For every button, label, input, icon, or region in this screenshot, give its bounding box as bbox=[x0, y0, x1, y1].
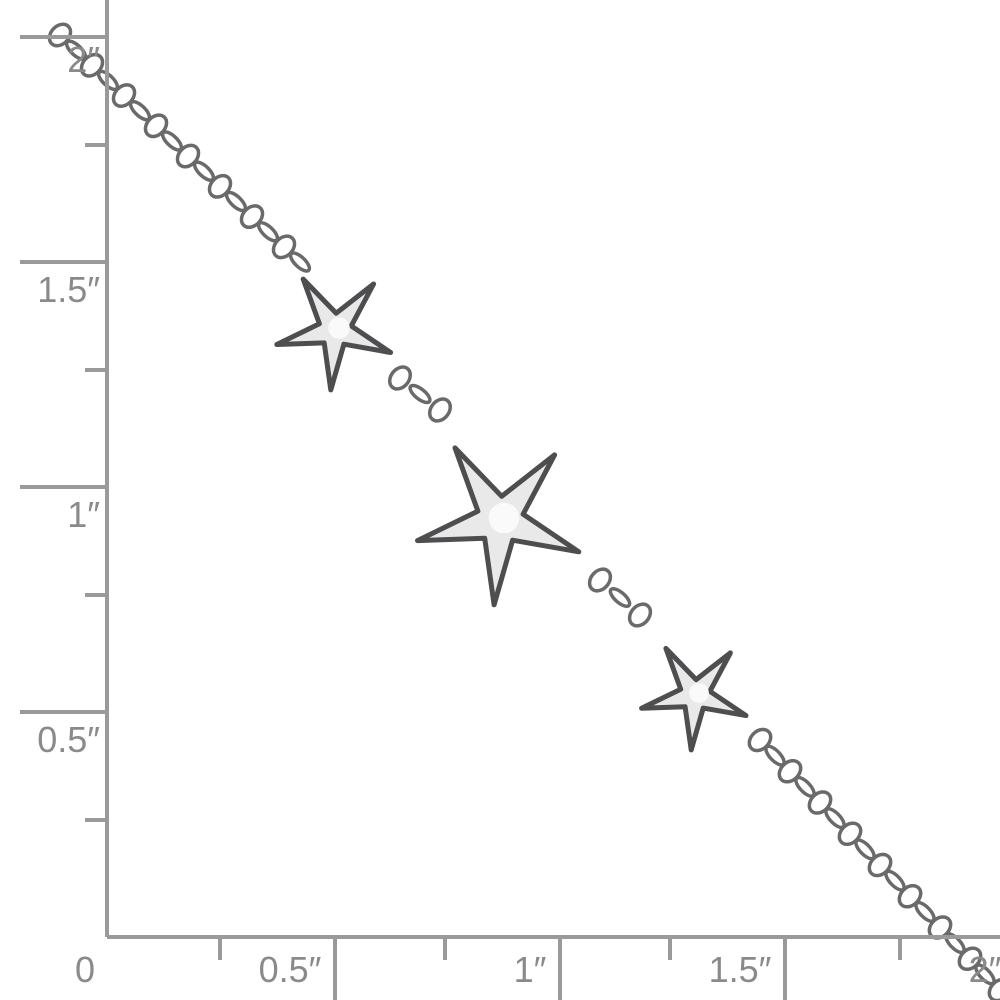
ruler-label: 1″ bbox=[67, 494, 100, 535]
starfish-highlight bbox=[689, 683, 709, 703]
starfish-highlight bbox=[328, 317, 350, 339]
ruler-label: 0.5″ bbox=[37, 719, 100, 760]
chain-link bbox=[387, 365, 413, 391]
ruler-label: 2″ bbox=[969, 949, 1000, 990]
chain-link bbox=[408, 383, 432, 405]
chain-link bbox=[627, 602, 653, 628]
ruler-label: 2″ bbox=[67, 39, 100, 80]
starfish-highlight bbox=[488, 502, 520, 534]
starfish-charms bbox=[274, 276, 749, 753]
bracelet-chain bbox=[47, 22, 1000, 1000]
chain-link bbox=[427, 397, 453, 423]
ruler: 2″ 1.5″ 1″ 0.5″ 0 0.5″ 1″ 1.5″ 2″ bbox=[20, 0, 1000, 1000]
ruler-label: 0.5″ bbox=[259, 949, 322, 990]
chain-link bbox=[987, 977, 1000, 1000]
chain-link bbox=[608, 586, 632, 609]
ruler-label: 1″ bbox=[514, 949, 547, 990]
ruler-label: 0 bbox=[75, 949, 95, 990]
ruler-label: 1.5″ bbox=[37, 269, 100, 310]
ruler-label: 1.5″ bbox=[709, 949, 772, 990]
chain-link bbox=[587, 567, 613, 593]
chain-link bbox=[288, 251, 312, 273]
